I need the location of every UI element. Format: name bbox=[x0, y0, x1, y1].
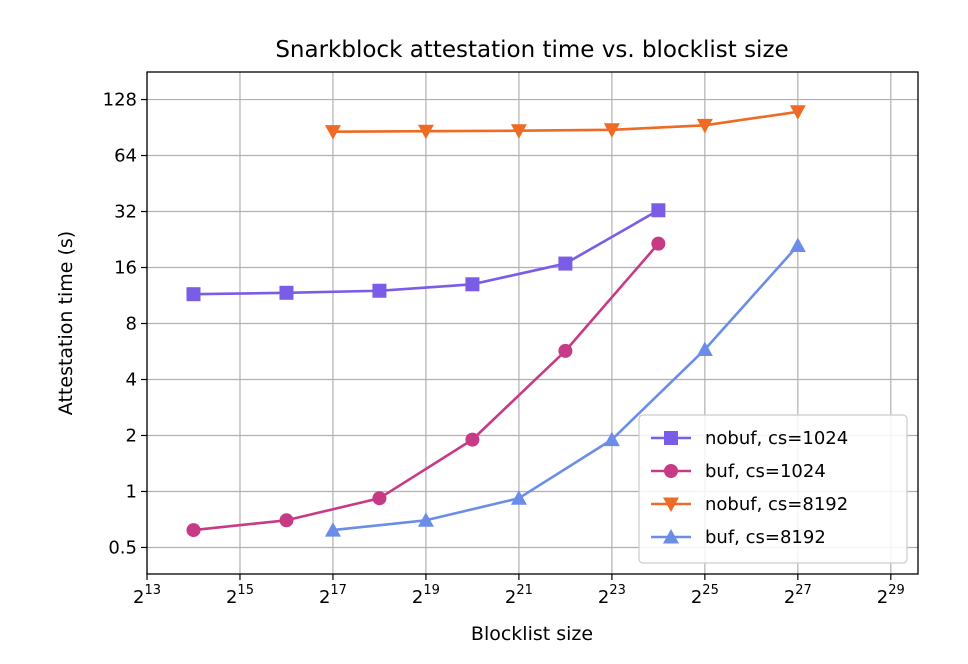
triangle-up-marker bbox=[696, 341, 713, 356]
triangle-down-marker bbox=[510, 124, 527, 139]
y-tick-label: 0.5 bbox=[108, 537, 137, 558]
y-tick-label: 16 bbox=[114, 258, 137, 279]
triangle-down-marker bbox=[663, 497, 679, 512]
y-tick-label: 128 bbox=[103, 90, 137, 111]
x-tick-label: 221 bbox=[505, 583, 533, 608]
x-tick-label: 217 bbox=[319, 583, 347, 608]
legend-label: buf, cs=8192 bbox=[705, 527, 826, 548]
square-marker bbox=[558, 256, 573, 271]
x-tick-base: 2 bbox=[412, 587, 423, 608]
triangle-up-marker bbox=[603, 431, 620, 447]
x-tick-exponent: 15 bbox=[237, 583, 254, 598]
circle-marker bbox=[186, 523, 201, 538]
x-tick-label: 229 bbox=[877, 583, 905, 608]
x-tick-label: 227 bbox=[784, 583, 812, 608]
x-tick-label: 215 bbox=[226, 583, 254, 608]
x-tick-label: 223 bbox=[598, 583, 626, 608]
circle-marker bbox=[465, 432, 480, 447]
square-marker bbox=[372, 283, 387, 298]
legend-entry: buf, cs=1024 bbox=[651, 461, 826, 482]
triangle-up-marker bbox=[324, 522, 341, 537]
legend-label: nobuf, cs=8192 bbox=[705, 494, 848, 515]
square-marker bbox=[465, 277, 480, 292]
square-marker bbox=[279, 285, 294, 300]
legend-entry: buf, cs=8192 bbox=[651, 527, 826, 548]
legend-label: nobuf, cs=1024 bbox=[705, 428, 848, 449]
y-tick-label: 32 bbox=[114, 202, 137, 223]
x-tick-base: 2 bbox=[226, 587, 237, 608]
y-tick-label: 1 bbox=[126, 481, 137, 502]
x-tick-base: 2 bbox=[319, 587, 330, 608]
x-tick-label: 213 bbox=[133, 583, 161, 608]
legend-entry: nobuf, cs=1024 bbox=[651, 428, 848, 449]
x-tick-exponent: 27 bbox=[795, 583, 812, 598]
triangle-up-marker bbox=[510, 490, 527, 505]
x-tick-exponent: 23 bbox=[609, 583, 626, 598]
triangle-up-marker bbox=[417, 512, 434, 527]
series-line bbox=[332, 244, 799, 532]
triangle-down-marker bbox=[603, 123, 620, 138]
x-tick-exponent: 19 bbox=[423, 583, 440, 598]
y-tick-label: 8 bbox=[126, 314, 137, 335]
x-tick-base: 2 bbox=[598, 587, 609, 608]
circle-marker bbox=[558, 343, 573, 358]
square-marker bbox=[186, 287, 201, 302]
circle-marker bbox=[372, 491, 387, 506]
x-tick-base: 2 bbox=[691, 587, 702, 608]
x-tick-base: 2 bbox=[133, 587, 144, 608]
x-axis-label: Blocklist size bbox=[471, 623, 593, 645]
x-tick-exponent: 25 bbox=[702, 583, 719, 598]
triangle-up-marker bbox=[789, 237, 806, 253]
triangle-down-marker bbox=[696, 118, 713, 134]
circle-marker bbox=[279, 513, 294, 528]
series-1 bbox=[186, 203, 666, 302]
triangle-down-marker bbox=[417, 124, 434, 140]
y-tick-label: 64 bbox=[114, 146, 137, 167]
circle-marker bbox=[651, 236, 666, 251]
y-tick-label: 4 bbox=[126, 369, 137, 390]
triangle-down-marker bbox=[789, 105, 806, 120]
triangle-up-marker bbox=[663, 529, 679, 544]
series-line bbox=[193, 209, 660, 296]
x-tick-base: 2 bbox=[877, 587, 888, 608]
x-tick-exponent: 29 bbox=[888, 583, 905, 598]
series-line bbox=[193, 242, 660, 532]
y-axis-label: Attestation time (s) bbox=[55, 231, 77, 415]
x-tick-exponent: 13 bbox=[144, 583, 161, 598]
series-3 bbox=[324, 105, 806, 140]
x-tick-exponent: 17 bbox=[330, 583, 347, 598]
square-marker bbox=[664, 431, 678, 445]
axis-ticks: 213 215 217 219 221 223 225 227 2290.51248163264… bbox=[103, 90, 905, 608]
x-tick-base: 2 bbox=[505, 587, 516, 608]
series-line bbox=[332, 110, 799, 133]
x-tick-base: 2 bbox=[784, 587, 795, 608]
x-tick-label: 225 bbox=[691, 583, 719, 608]
series-4 bbox=[324, 237, 806, 537]
legend: nobuf, cs=1024 buf, cs=1024 nobuf, cs=8192… bbox=[638, 414, 908, 564]
y-tick-label: 2 bbox=[126, 425, 137, 446]
legend-label: buf, cs=1024 bbox=[705, 461, 826, 482]
legend-entry: nobuf, cs=8192 bbox=[651, 494, 848, 515]
chart-title: Snarkblock attestation time vs. blocklis… bbox=[275, 37, 788, 63]
x-tick-exponent: 21 bbox=[516, 583, 533, 598]
x-tick-label: 219 bbox=[412, 583, 440, 608]
circle-marker bbox=[664, 464, 678, 478]
plot-series bbox=[186, 105, 806, 538]
square-marker bbox=[651, 203, 666, 218]
legend-box bbox=[638, 414, 908, 564]
series-2 bbox=[186, 236, 666, 538]
triangle-down-marker bbox=[324, 125, 341, 140]
